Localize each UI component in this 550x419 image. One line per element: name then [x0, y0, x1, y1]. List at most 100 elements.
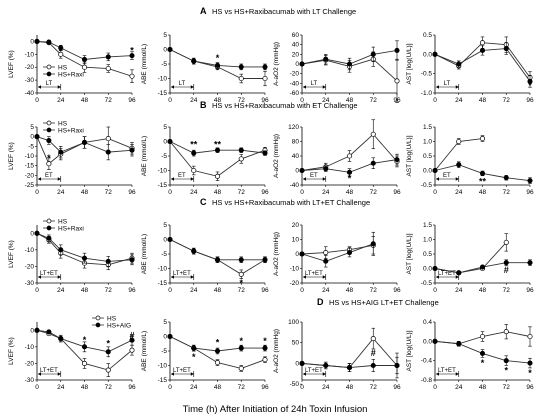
data-point-treat	[370, 51, 376, 57]
y-tick-label: 1.0	[423, 237, 432, 244]
window-label: LT+ET	[438, 271, 456, 277]
x-tick-label: 48	[81, 189, 89, 196]
data-point-treat	[34, 230, 40, 236]
y-tick-label: 20	[292, 51, 300, 58]
x-tick-label: 24	[322, 189, 330, 196]
data-point-treat	[191, 58, 197, 64]
data-point-hs	[214, 173, 221, 179]
window-arrowhead	[303, 85, 306, 89]
window-arrowhead	[455, 372, 459, 376]
y-tick-label: -5	[161, 61, 167, 68]
data-point-treat	[214, 257, 221, 263]
y-tick-label: 0.0	[423, 266, 432, 273]
data-point-hs	[262, 357, 268, 363]
y-tick-label: 0.5	[423, 32, 432, 39]
data-point-treat	[394, 362, 400, 369]
y-tick-label: -60	[290, 90, 300, 97]
data-point-treat	[214, 147, 221, 153]
x-tick-label: 0	[168, 97, 172, 104]
window-label: LT+ET	[305, 368, 323, 374]
x-tick-label: 72	[238, 189, 246, 196]
x-tick-label: 0	[35, 97, 39, 104]
window-arrowhead	[322, 177, 326, 181]
y-tick-label: 5	[163, 124, 167, 131]
legend-marker-treat	[46, 127, 52, 133]
x-tick-label: 24	[455, 97, 463, 104]
x-tick-label: 96	[128, 97, 136, 104]
data-point-treat	[46, 39, 52, 45]
panel-d-title: HS vs HS+AIG LT+ET Challenge	[329, 298, 439, 307]
significance-marker: *	[83, 335, 87, 345]
window-arrowhead	[455, 275, 459, 279]
window-arrowhead	[436, 275, 439, 279]
y-tick-label: -50	[290, 381, 300, 388]
window-arrowhead	[38, 372, 41, 376]
data-point-treat	[456, 270, 462, 276]
x-tick-label: 96	[393, 189, 401, 196]
data-point-treat	[46, 235, 52, 241]
y-tick-label: -5	[161, 251, 167, 258]
significance-marker: *	[528, 368, 532, 378]
panel-c-letter: C	[200, 197, 207, 207]
y-tick-label: -10	[290, 266, 300, 273]
y-tick-label: -0.5	[421, 280, 433, 287]
panel-titles: A HS vs HS+Raxibacumab with LT Challenge…	[200, 6, 439, 307]
window-arrowhead	[190, 177, 194, 181]
data-point-treat	[214, 348, 221, 354]
y-tick-label: 1.0	[423, 139, 432, 146]
x-tick-label: 48	[214, 384, 222, 391]
legend-marker-treat	[95, 322, 101, 328]
legend-marker-hs	[95, 315, 101, 321]
x-tick-label: 48	[479, 97, 487, 104]
data-point-hs	[479, 40, 486, 46]
data-point-treat	[346, 169, 353, 175]
x-tick-label: 0	[433, 287, 437, 294]
significance-marker: *	[130, 45, 134, 55]
x-tick-label: 0	[300, 189, 304, 196]
panel-c-title: HS vs HS+Raxibacumab with LT+ET Challeng…	[212, 198, 370, 207]
significance-marker: *	[216, 53, 220, 63]
data-point-treat	[238, 147, 244, 153]
x-tick-label: 48	[81, 384, 89, 391]
y-tick-label: 0.0	[423, 51, 432, 58]
data-point-treat	[58, 336, 64, 342]
x-tick-label: 96	[128, 189, 136, 196]
panel-a-letter: A	[200, 6, 207, 16]
x-tick-label: 48	[214, 189, 222, 196]
x-tick-label: 96	[261, 287, 269, 294]
x-tick-label: 72	[105, 287, 113, 294]
x-tick-label: 72	[503, 287, 511, 294]
y-tick-label: 10	[292, 237, 300, 244]
y-tick-label: -20	[25, 263, 35, 270]
data-point-treat	[191, 345, 197, 351]
y-axis-label: AST [log(U/L)]	[406, 330, 413, 371]
x-tick-label: 96	[526, 384, 534, 391]
x-tick-label: 24	[322, 97, 330, 104]
series-line-hs	[301, 244, 374, 255]
chart-7: 1.5 1.0 0.5 0.0 -0.50 24 48 72 96 AST [log(U/L)] E…	[406, 124, 534, 196]
x-tick-label: 0	[300, 384, 304, 391]
x-tick-label: 24	[455, 189, 463, 196]
legend-label-hs: HS	[58, 120, 68, 127]
x-tick-label: 0	[35, 384, 39, 391]
window-label: LT+ET	[40, 368, 58, 374]
y-tick-label: -15	[158, 182, 168, 189]
y-tick-label: 0	[30, 230, 34, 237]
series-line-hs	[434, 242, 507, 274]
series-line-hs	[36, 136, 133, 165]
y-tick-label: 60	[292, 32, 300, 39]
window-arrowhead	[38, 177, 41, 181]
y-tick-label: -0.5	[421, 71, 433, 78]
y-tick-label: 120	[288, 124, 299, 131]
window-arrowhead	[38, 275, 41, 279]
data-point-treat	[432, 51, 438, 57]
y-tick-label: 80	[292, 139, 300, 146]
window-label: LT+ET	[438, 368, 456, 374]
y-tick-label: 0.4	[423, 319, 432, 326]
y-tick-label: 0	[163, 334, 167, 341]
x-tick-label: 72	[105, 189, 113, 196]
window-arrowhead	[322, 275, 326, 279]
